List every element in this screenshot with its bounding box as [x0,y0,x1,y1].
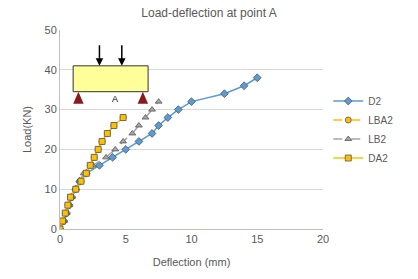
svg-text:10: 10 [185,233,197,245]
svg-text:0: 0 [51,223,57,235]
svg-text:D2: D2 [368,96,381,107]
svg-text:LB2: LB2 [368,134,386,145]
svg-text:DA2: DA2 [368,153,388,164]
svg-text:10: 10 [45,183,57,195]
svg-text:40: 40 [45,64,57,76]
svg-text:LBA2: LBA2 [368,115,393,126]
svg-text:30: 30 [45,103,57,115]
svg-text:Deflection (mm): Deflection (mm) [153,256,231,268]
svg-text:0: 0 [57,233,63,245]
svg-text:A: A [112,94,118,104]
svg-text:20: 20 [45,143,57,155]
svg-text:Load-deflection at point A: Load-deflection at point A [141,6,276,20]
svg-text:20: 20 [317,233,329,245]
svg-text:Load(KN): Load(KN) [21,106,33,153]
svg-text:5: 5 [123,233,129,245]
svg-text:50: 50 [45,24,57,36]
svg-text:15: 15 [251,233,263,245]
